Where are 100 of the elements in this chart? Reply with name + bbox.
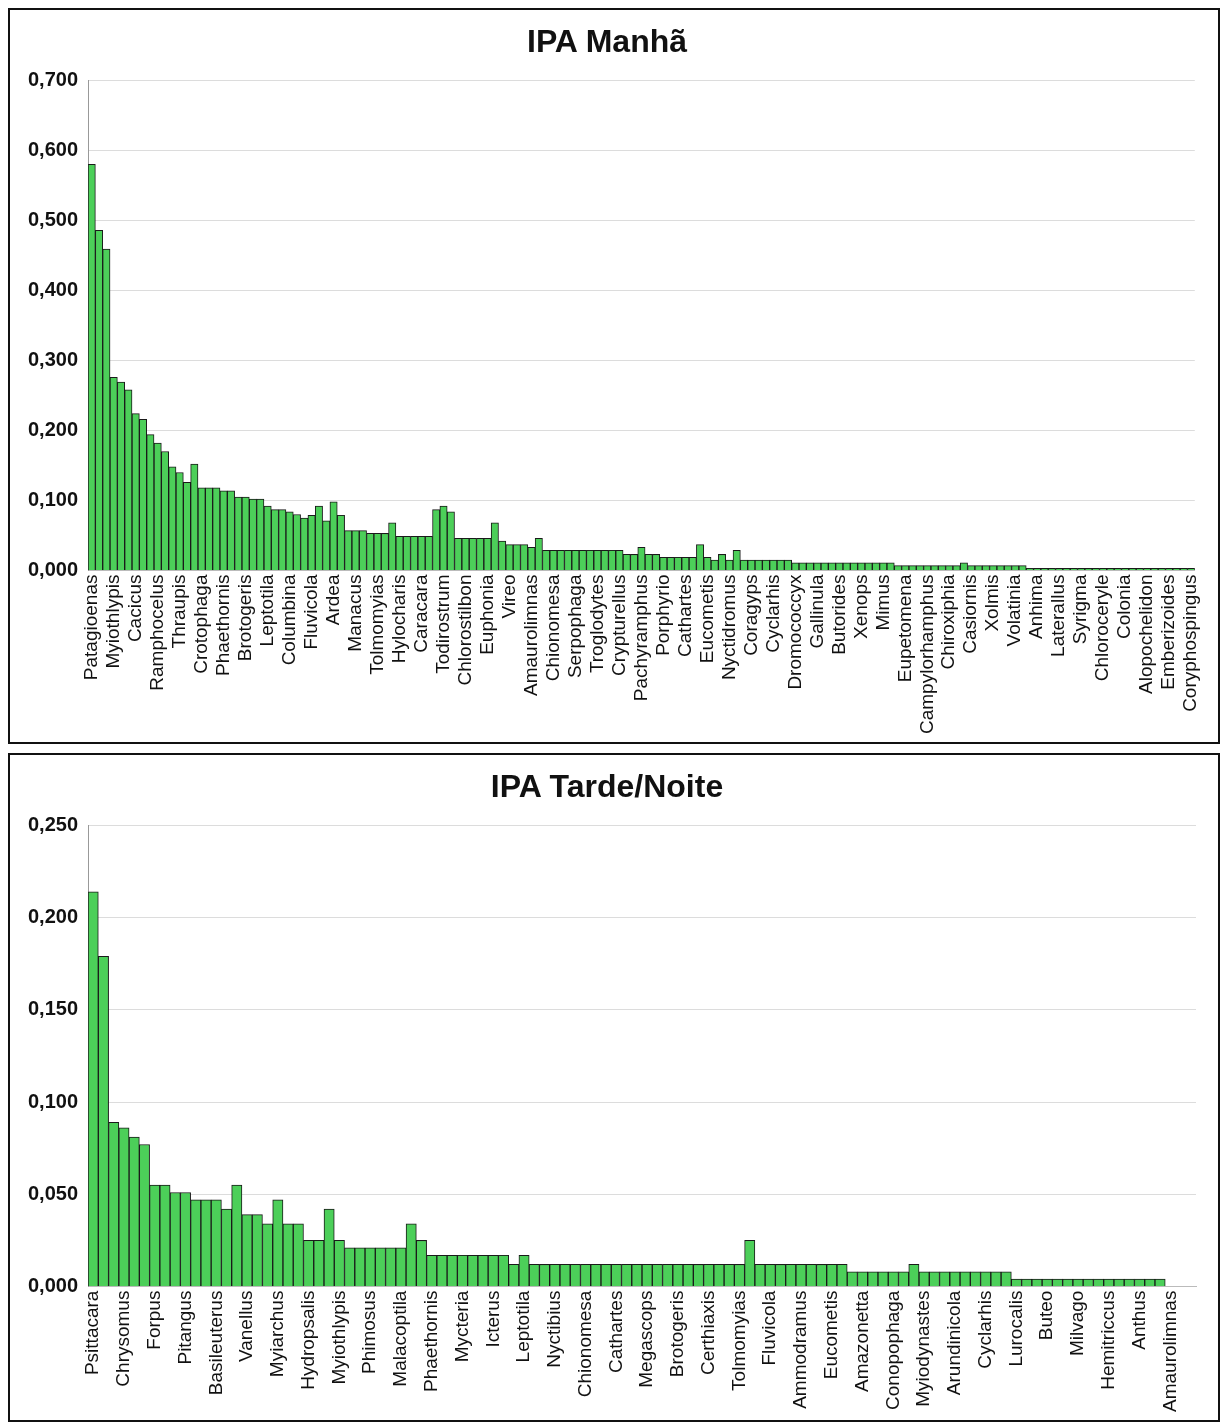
x-tick-label: Syrigma [1069, 574, 1091, 645]
x-tick-label: Xolmis [981, 574, 1003, 632]
x-tick-label: Icterus [481, 1290, 503, 1348]
x-tick-label: Milvago [1066, 1290, 1088, 1357]
x-tick-label: Gallinula [805, 574, 827, 649]
y-tick-label: 0,050 [27, 1181, 79, 1204]
y-tick-label: 0,100 [27, 1089, 79, 1112]
x-tick-label: Volatinia [1003, 574, 1025, 647]
x-tick-label: Cathartes [673, 574, 695, 657]
x-tick-label: Certhiaxis [696, 1290, 718, 1376]
y-tick-label: 0,700 [27, 67, 79, 90]
x-tick-label: Megascops [635, 1290, 657, 1388]
x-tick-label: Chionomesa [573, 1290, 595, 1398]
x-tick-label: Patagioenas [79, 574, 101, 681]
x-tick-label: Phaethornis [419, 1290, 441, 1392]
x-tick-label: Hemitriccus [1097, 1290, 1119, 1390]
x-tick-label: Brotogeris [666, 1290, 688, 1378]
y-tick-label: 0,400 [27, 277, 79, 300]
y-tick-label: 0,200 [27, 905, 79, 928]
x-tick-label: Eucometis [695, 574, 717, 664]
x-tick-label: Thraupis [167, 574, 189, 649]
x-tick-label: Cyclarhis [761, 574, 783, 653]
x-tick-label: Pitangus [173, 1290, 195, 1365]
x-tick-label: Mycteria [450, 1290, 472, 1363]
x-tick-label: Coryphospingus [1179, 574, 1201, 712]
x-tick-label: Hydropsalis [296, 1290, 318, 1390]
x-tick-label: Myiarchus [266, 1290, 288, 1378]
x-tick-label: Columbina [277, 574, 299, 666]
x-tick-label: Myiothlypis [101, 574, 123, 669]
y-tick-label: 0,000 [27, 1274, 79, 1297]
x-tick-label: Crypturellus [607, 574, 629, 676]
x-tick-label: Serpophaga [563, 574, 585, 679]
x-tick-label: Buteo [1035, 1290, 1057, 1341]
x-tick-label: Cyclarhis [973, 1290, 995, 1369]
x-tick-label: Conopophaga [881, 1290, 903, 1410]
y-tick-label: 0,300 [27, 348, 79, 370]
x-tick-label: Colonia [1113, 574, 1135, 639]
x-tick-label: Ardea [321, 574, 343, 626]
x-tick-label: Chloroceryle [1091, 574, 1113, 682]
x-tick-label: Butorides [827, 574, 849, 655]
x-tick-label: Troglodytes [585, 574, 607, 674]
x-tick-label: Myiodynastes [912, 1290, 934, 1407]
x-tick-label: Chrysomus [112, 1290, 134, 1387]
x-tick-label: Fluvicola [299, 574, 321, 650]
x-tick-label: Emberizoides [1157, 574, 1179, 690]
y-tick-label: 0,250 [27, 812, 79, 835]
y-tick-label: 0,150 [27, 997, 79, 1020]
x-tick-label: Tolmomyias [727, 1290, 749, 1391]
x-tick-label: Hylocharis [387, 574, 409, 664]
x-tick-label: Manacus [343, 574, 365, 652]
x-tick-label: Cathartes [604, 1290, 626, 1373]
x-tick-label: Laterallus [1047, 574, 1069, 657]
x-tick-label: Cacicus [123, 574, 145, 643]
x-tick-label: Lurocalis [1004, 1290, 1026, 1367]
x-tick-label: Leptotila [255, 574, 277, 647]
x-tick-label: Leptotila [512, 1290, 534, 1363]
x-tick-label: Caracara [409, 574, 431, 653]
x-tick-label: Dromococcyx [783, 574, 805, 690]
x-tick-label: Nyctibius [543, 1290, 565, 1368]
y-tick-label: 0,600 [27, 137, 79, 160]
x-tick-label: Tolmomyias [365, 574, 387, 675]
x-tick-label: Vanellus [235, 1290, 257, 1363]
x-tick-label: Amaurolimnas [519, 574, 541, 696]
x-tick-label: Chionomesa [541, 574, 563, 682]
x-tick-label: Crotophaga [189, 574, 211, 674]
x-tick-label: Fluvicola [758, 1290, 780, 1366]
x-tick-label: Ammodramus [789, 1290, 811, 1409]
x-tick-label: Myiothlypis [327, 1290, 349, 1385]
x-tick-label: Pachyramphus [629, 574, 651, 702]
y-tick-label: 0,200 [27, 418, 79, 441]
x-tick-label: Forpus [142, 1290, 164, 1350]
y-tick-label: 0,000 [27, 558, 79, 581]
x-tick-label: Amazonetta [850, 1290, 872, 1392]
x-tick-label: Arundinicola [943, 1290, 965, 1396]
x-tick-label: Porphyrio [651, 574, 673, 656]
x-tick-label: Todirostrum [431, 574, 453, 674]
chart-title: IPA Tarde/Noite [490, 768, 724, 805]
x-tick-label: Coragyps [739, 574, 761, 656]
x-tick-label: Campylorhamphus [915, 574, 937, 735]
x-tick-label: Mimus [871, 574, 893, 631]
x-tick-label: Eucometis [820, 1290, 842, 1380]
x-tick-label: Vireo [497, 574, 519, 619]
x-tick-label: Eupetomena [893, 574, 915, 683]
x-tick-label: Chiroxiphia [937, 574, 959, 670]
x-tick-label: Euphonia [475, 574, 497, 655]
x-tick-label: Ramphocelus [145, 574, 167, 691]
x-tick-label: Anhima [1025, 574, 1047, 639]
x-tick-label: Phimosus [358, 1290, 380, 1374]
x-tick-label: Anthus [1127, 1290, 1149, 1350]
x-tick-label: Chlorostilbon [453, 574, 475, 686]
x-tick-label: Basileuterus [204, 1290, 226, 1396]
x-tick-label: Psittacara [81, 1290, 103, 1376]
y-tick-label: 0,500 [27, 207, 79, 230]
x-tick-label: Amaurolimnas [1158, 1290, 1180, 1413]
y-tick-label: 0,100 [27, 488, 79, 511]
x-tick-label: Casiornis [959, 574, 981, 654]
chart-title: IPA Manhã [526, 23, 688, 60]
x-tick-label: Alopochelidon [1135, 574, 1157, 694]
x-tick-label: Brotogeris [233, 574, 255, 662]
x-tick-label: Xenops [849, 574, 871, 639]
